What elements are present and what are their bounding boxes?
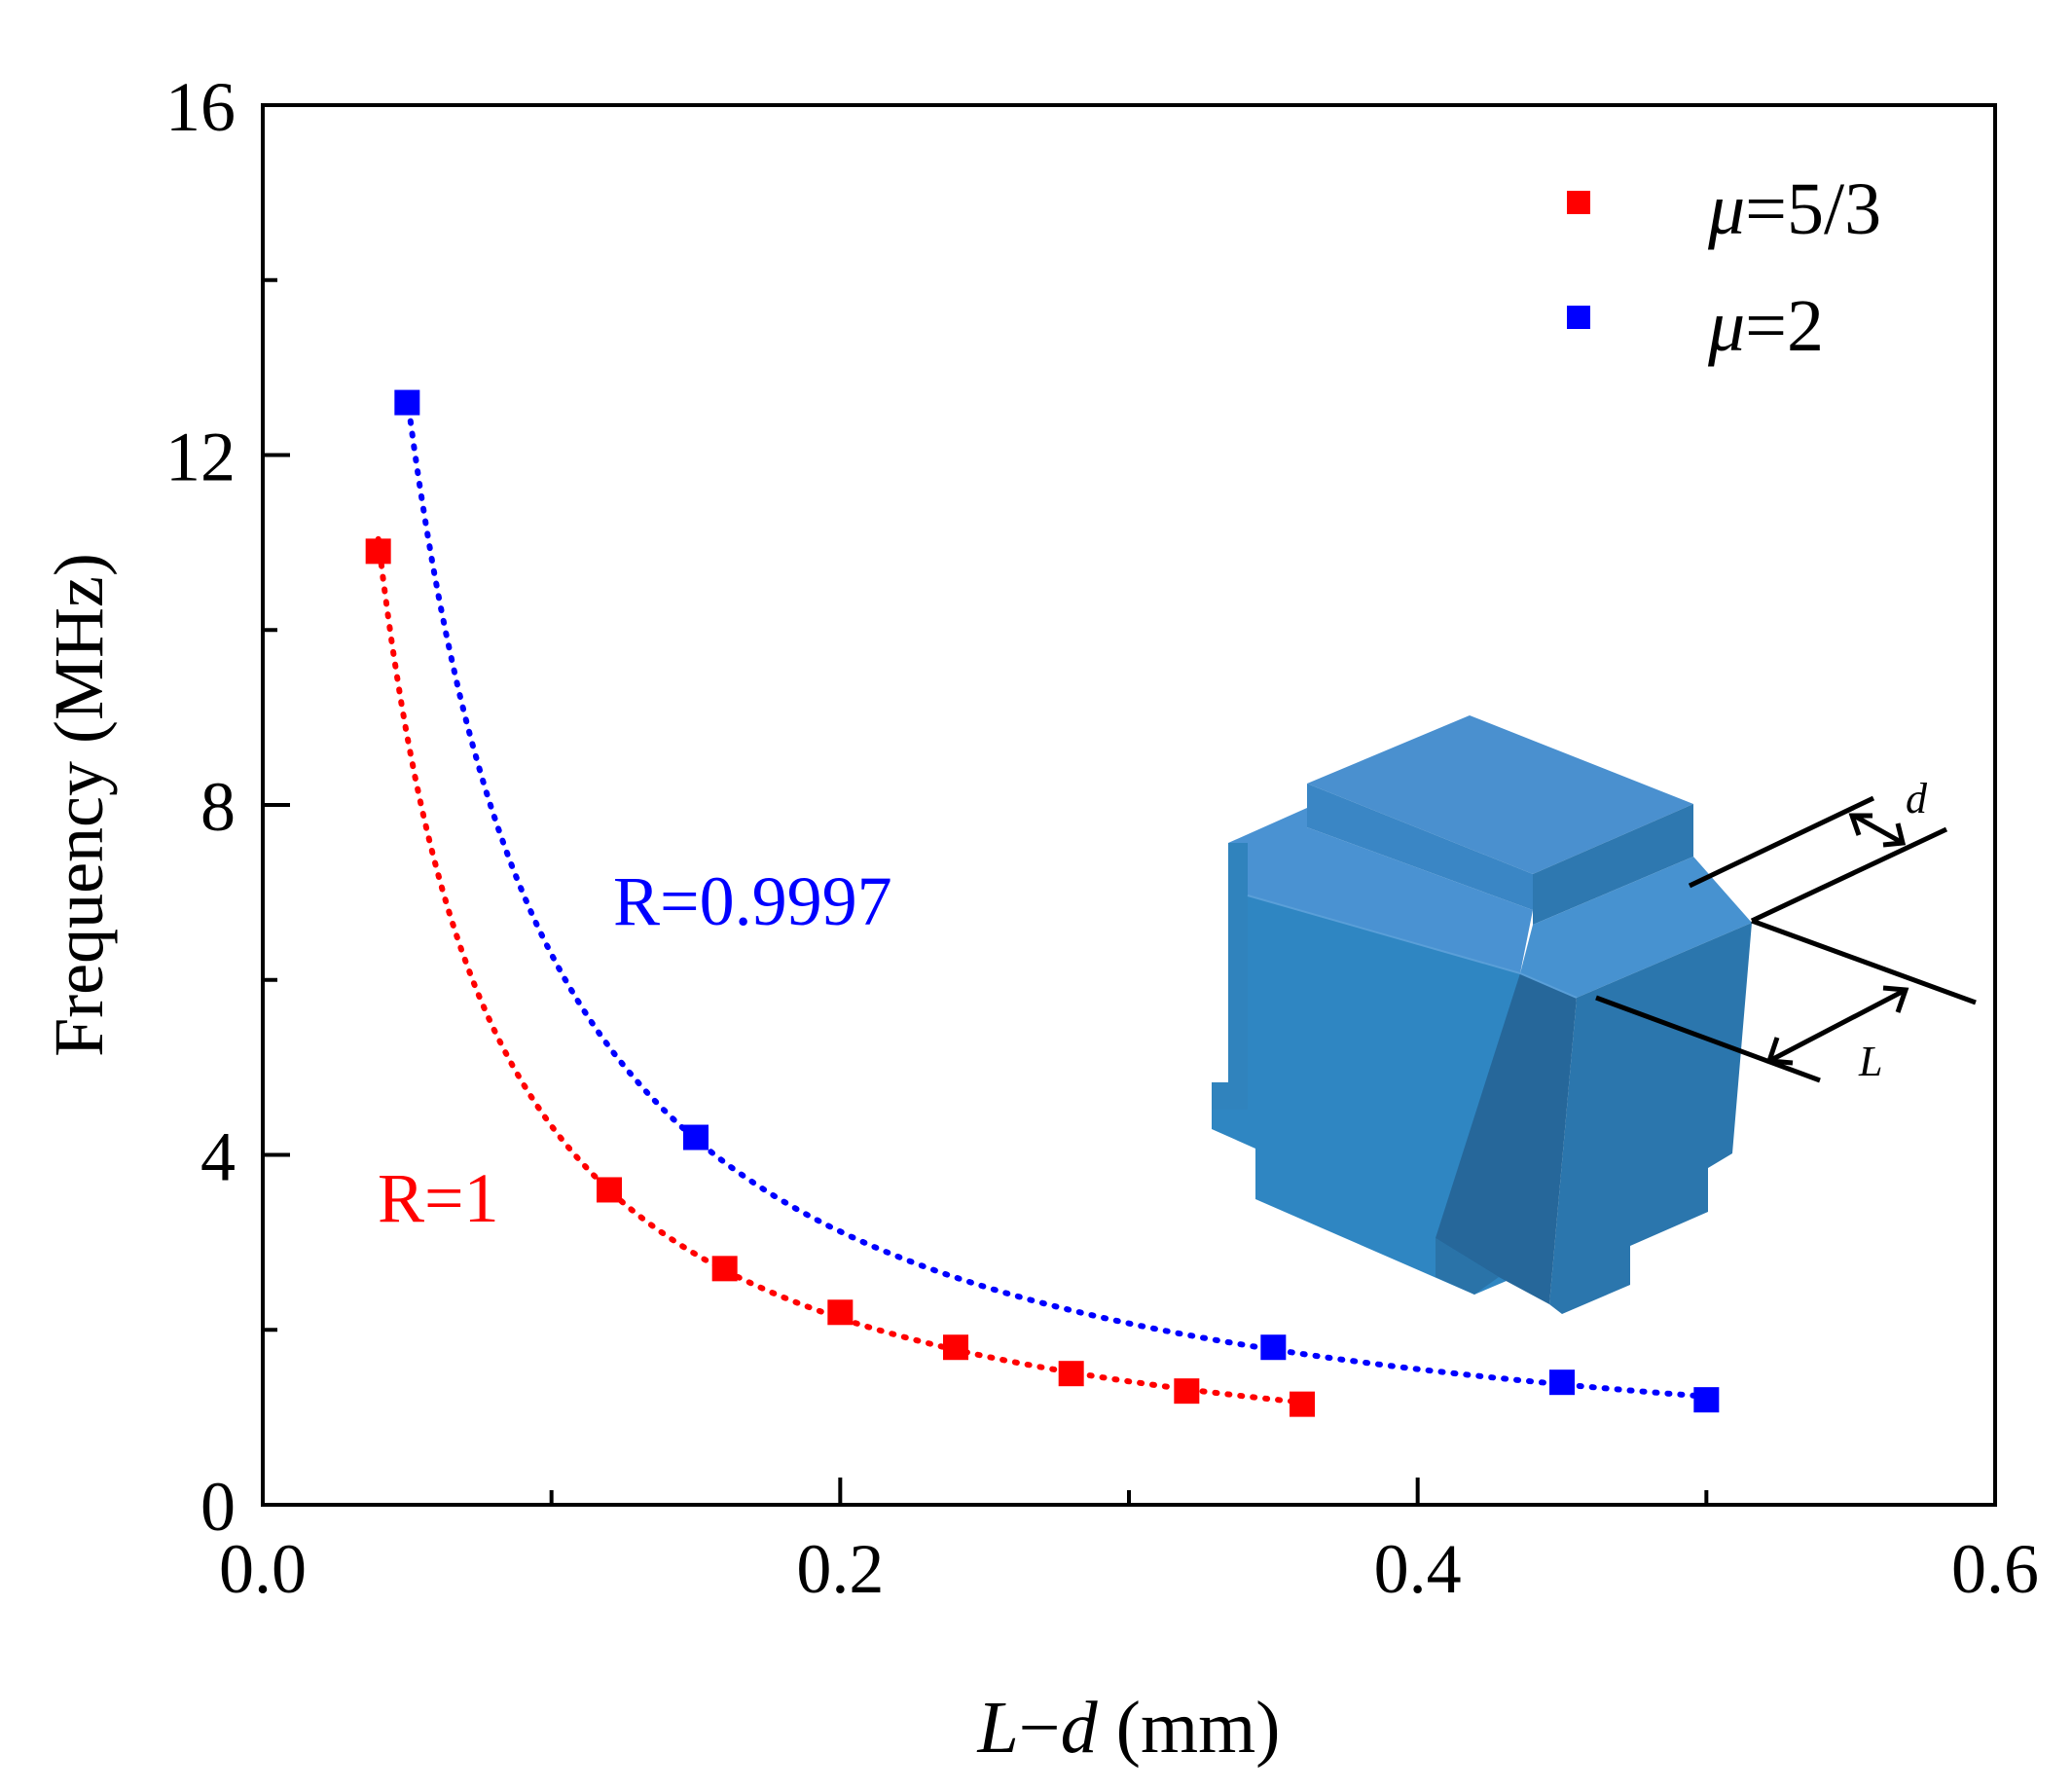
x-axis: 0.0 0.2 0.4 0.6 (219, 1478, 2039, 1608)
data-point-series-0 (827, 1299, 854, 1326)
dim-line-1 (1688, 795, 1875, 889)
cube-bottom-lip (1436, 1238, 1499, 1295)
cube-top-face (1307, 715, 1693, 874)
dim-arrowhead-L2 (1882, 985, 1909, 1013)
cube-right-face (1549, 923, 1752, 1314)
cube-edge (1247, 894, 1578, 999)
annotation-red-r: R=1 (378, 1159, 499, 1237)
data-point-series-0 (1174, 1378, 1200, 1405)
data-point-series-1 (1549, 1369, 1575, 1396)
cube-right-top (1520, 857, 1752, 998)
legend-label-blue: μ=2 (1707, 285, 1824, 367)
dim-line-4 (1595, 995, 1821, 1083)
cube-left-top (1228, 808, 1533, 973)
cube-structure-icon (1212, 715, 1752, 1314)
legend: μ=5/3 μ=2 (1567, 168, 1881, 367)
y-axis-label: Frequency (MHz) (40, 553, 118, 1057)
dim-line-3 (1751, 918, 1977, 1005)
legend-marker-blue (1567, 306, 1590, 329)
cube-top-front (1307, 784, 1533, 910)
data-point-series-1 (394, 389, 420, 416)
label-d: d (1906, 775, 1928, 822)
legend-marker-red (1567, 191, 1590, 214)
x-tick-label: 0.2 (796, 1530, 884, 1608)
y-tick-label: 8 (200, 768, 236, 846)
fit-curve-series-1 (404, 392, 1710, 1400)
y-tick-label: 16 (165, 68, 236, 146)
y-axis: 0 4 8 12 16 (165, 68, 290, 1546)
annotation-blue-r: R=0.9997 (613, 862, 892, 940)
x-axis-label: L−d (mm) (976, 1687, 1280, 1769)
dim-arrowhead-L1 (1765, 1037, 1794, 1066)
x-tick-label: 0.0 (219, 1530, 307, 1608)
dim-arrow-d (1852, 813, 1905, 846)
cube-left-front (1212, 843, 1248, 1110)
y-tick-label: 0 (200, 1468, 236, 1546)
cube-top-right (1533, 804, 1693, 925)
legend-label-red: μ=5/3 (1707, 168, 1881, 250)
data-point-series-0 (597, 1177, 622, 1203)
dimension-lines (1595, 795, 1977, 1083)
x-tick-label: 0.6 (1951, 1530, 2039, 1608)
dim-arrowhead-d1 (1848, 813, 1872, 836)
data-point-series-0 (1058, 1361, 1084, 1387)
cube-slit (1436, 973, 1577, 1304)
data-point-series-1 (1260, 1334, 1287, 1361)
dim-arrowhead-d2 (1882, 822, 1907, 848)
cube-front-face (1212, 895, 1520, 1295)
data-point-series-0 (365, 538, 391, 565)
y-tick-label: 4 (200, 1118, 236, 1196)
data-point-series-1 (1693, 1387, 1720, 1413)
data-point-series-0 (1290, 1391, 1315, 1417)
data-point-series-0 (943, 1334, 968, 1361)
dim-line-2 (1750, 826, 1948, 924)
label-L: L (1858, 1038, 1882, 1085)
x-tick-label: 0.4 (1374, 1530, 1462, 1608)
y-tick-label: 12 (165, 419, 236, 496)
fit-curve-series-0 (375, 535, 1305, 1406)
dim-arrow-L (1767, 987, 1908, 1064)
series-layer (365, 389, 1720, 1417)
data-point-series-1 (683, 1124, 709, 1150)
data-point-series-0 (711, 1256, 738, 1282)
